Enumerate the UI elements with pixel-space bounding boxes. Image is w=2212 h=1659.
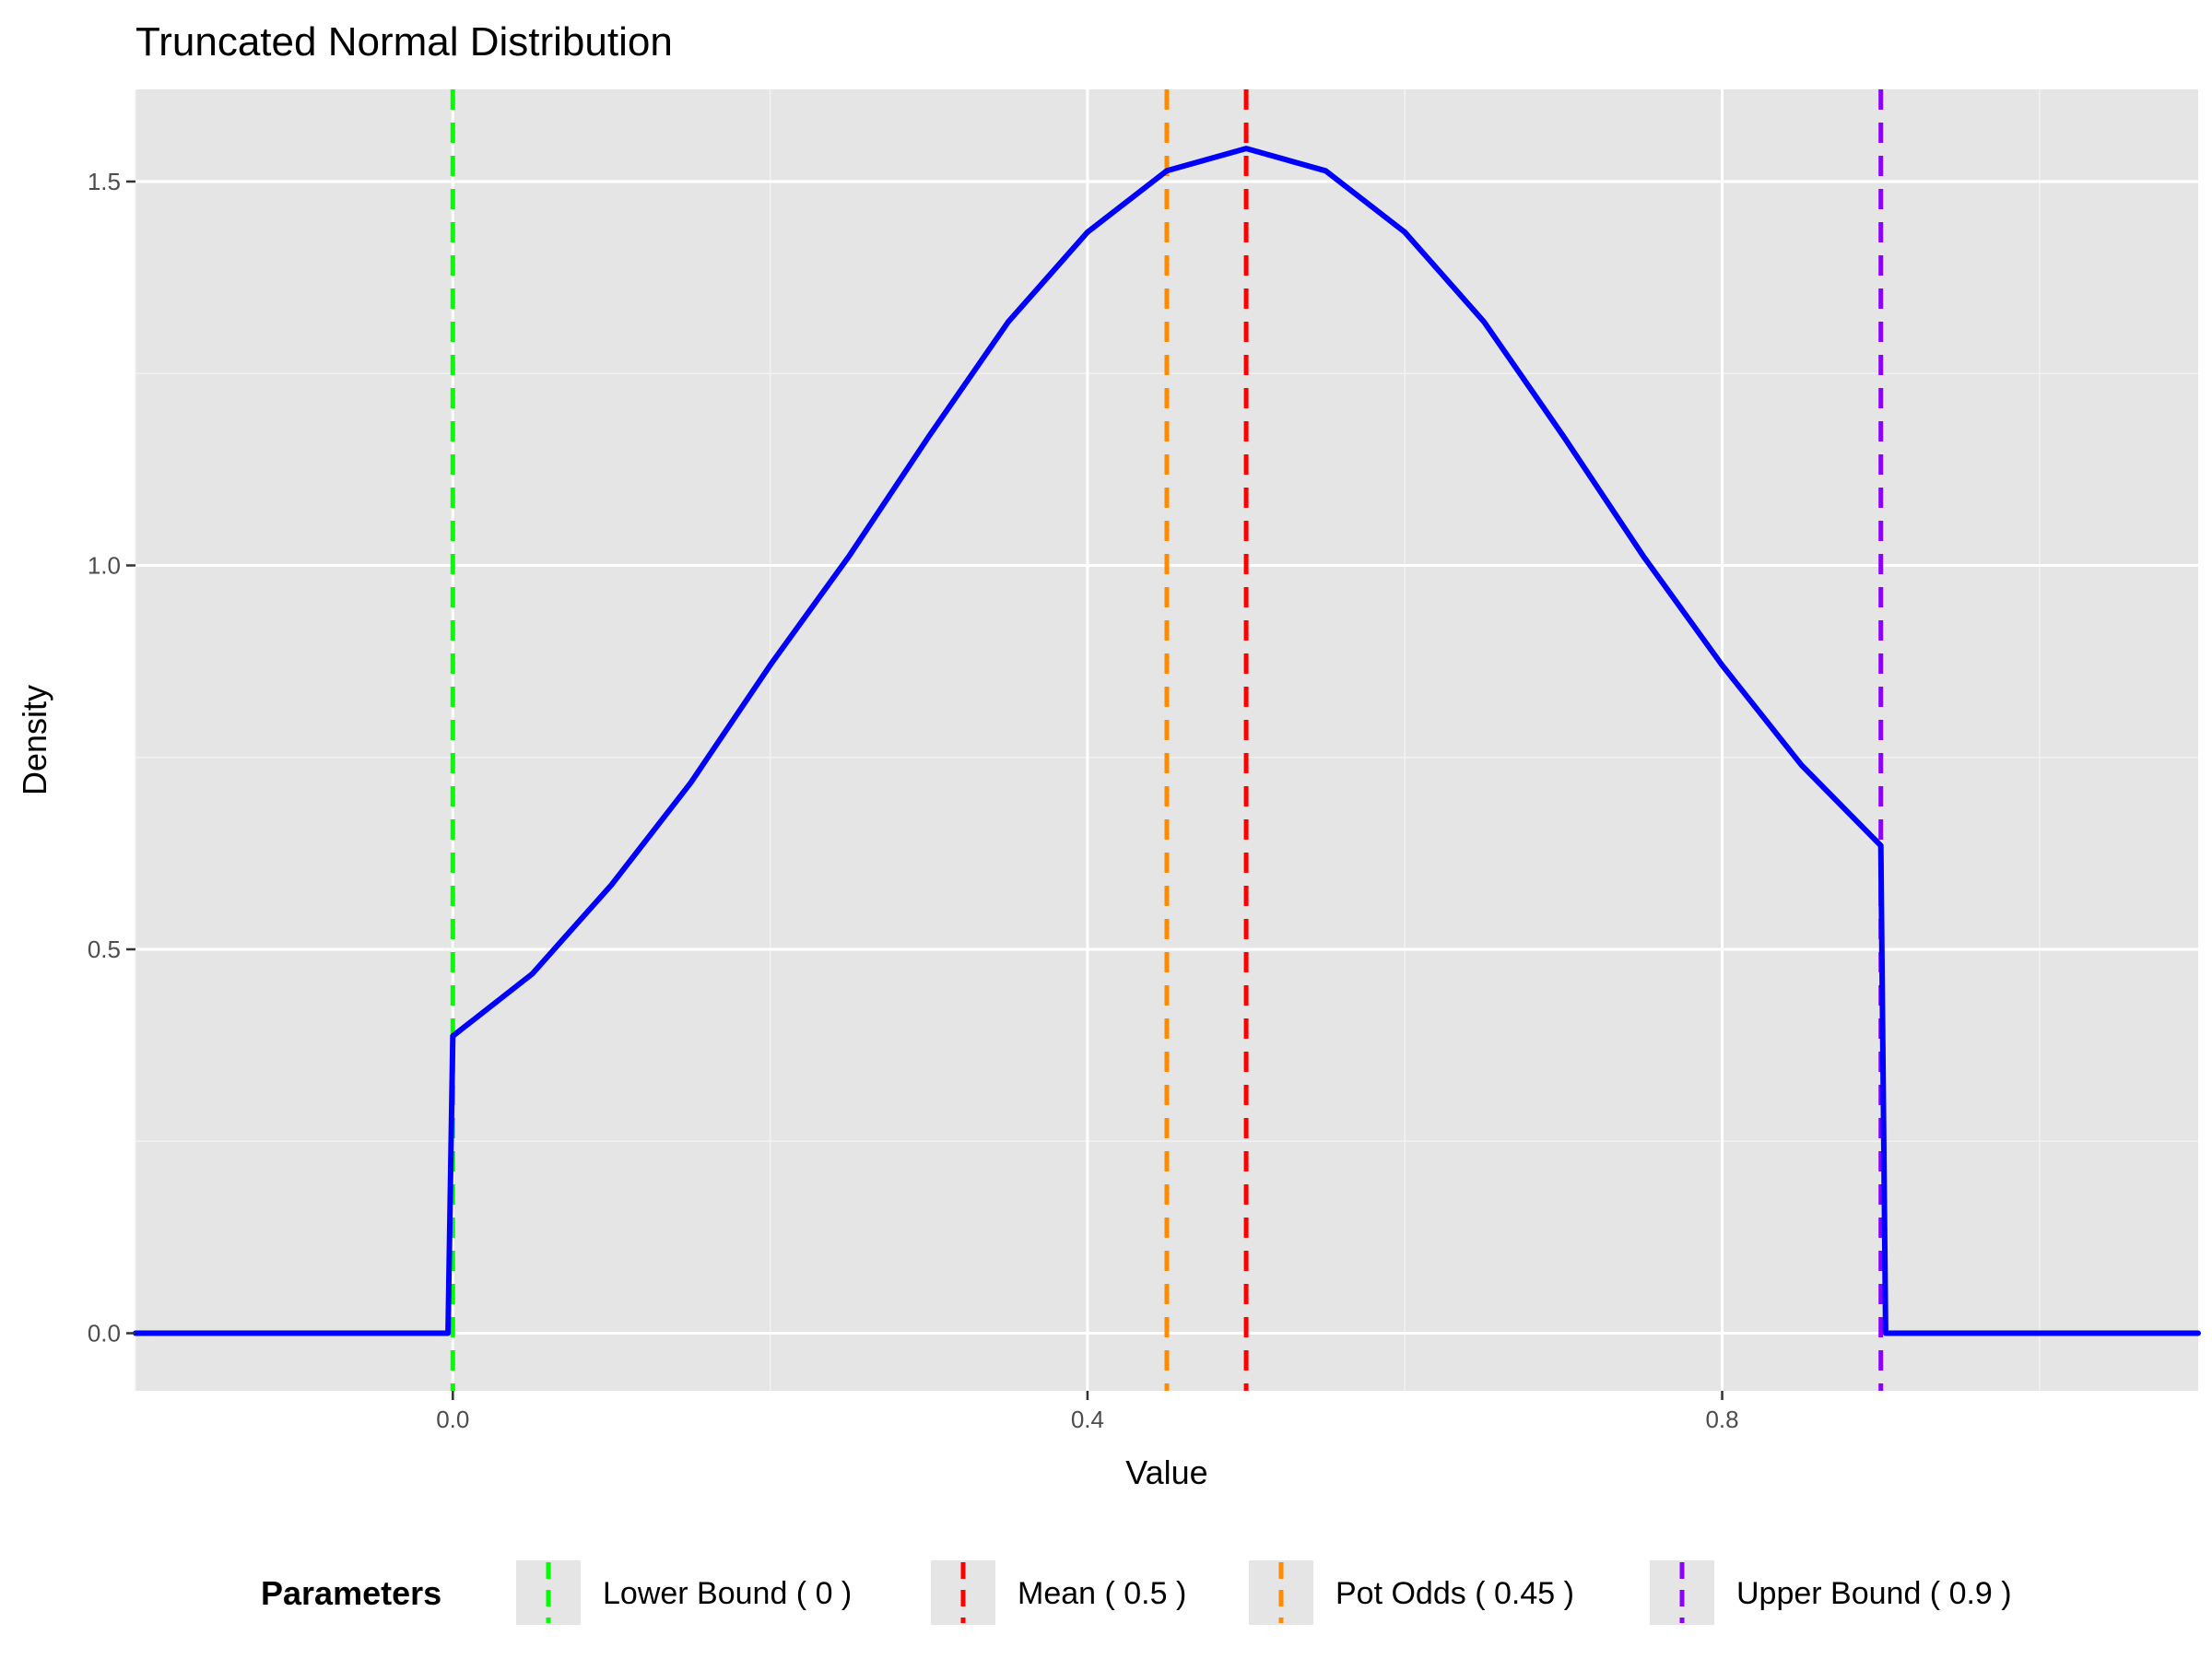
legend: Parameters Lower Bound ( 0 ) Mean ( 0.5 )… [261,1560,2012,1625]
y-axis-ticks: 0.0 0.5 1.0 1.5 [88,168,135,1347]
x-axis-ticks: 0.0 0.4 0.8 [436,1391,1739,1433]
x-tick-label: 0.0 [436,1406,469,1433]
x-tick-label: 0.8 [1705,1406,1738,1433]
density-series [133,146,2201,1336]
y-axis-title: Density [16,685,53,795]
plot-panel [133,89,2201,1391]
legend-label: Pot Odds ( 0.45 ) [1335,1576,1574,1611]
legend-item: Pot Odds ( 0.45 ) [1249,1560,1574,1625]
y-tick-label: 0.5 [88,935,121,963]
legend-label: Lower Bound ( 0 ) [603,1576,852,1611]
legend-title: Parameters [261,1574,441,1612]
legend-label: Upper Bound ( 0.9 ) [1736,1576,2012,1611]
chart-title: Truncated Normal Distribution [135,19,673,65]
legend-item: Lower Bound ( 0 ) [516,1560,852,1625]
x-axis-title: Value [1125,1453,1207,1491]
legend-item: Mean ( 0.5 ) [931,1560,1186,1625]
legend-label: Mean ( 0.5 ) [1018,1576,1186,1611]
reference-lines [450,89,1884,1391]
legend-item: Upper Bound ( 0.9 ) [1650,1560,2012,1625]
y-tick-label: 1.0 [88,551,121,579]
x-tick-label: 0.4 [1071,1406,1104,1433]
density-curve [133,146,2201,1336]
y-tick-label: 0.0 [88,1320,121,1347]
y-tick-label: 1.5 [88,168,121,195]
